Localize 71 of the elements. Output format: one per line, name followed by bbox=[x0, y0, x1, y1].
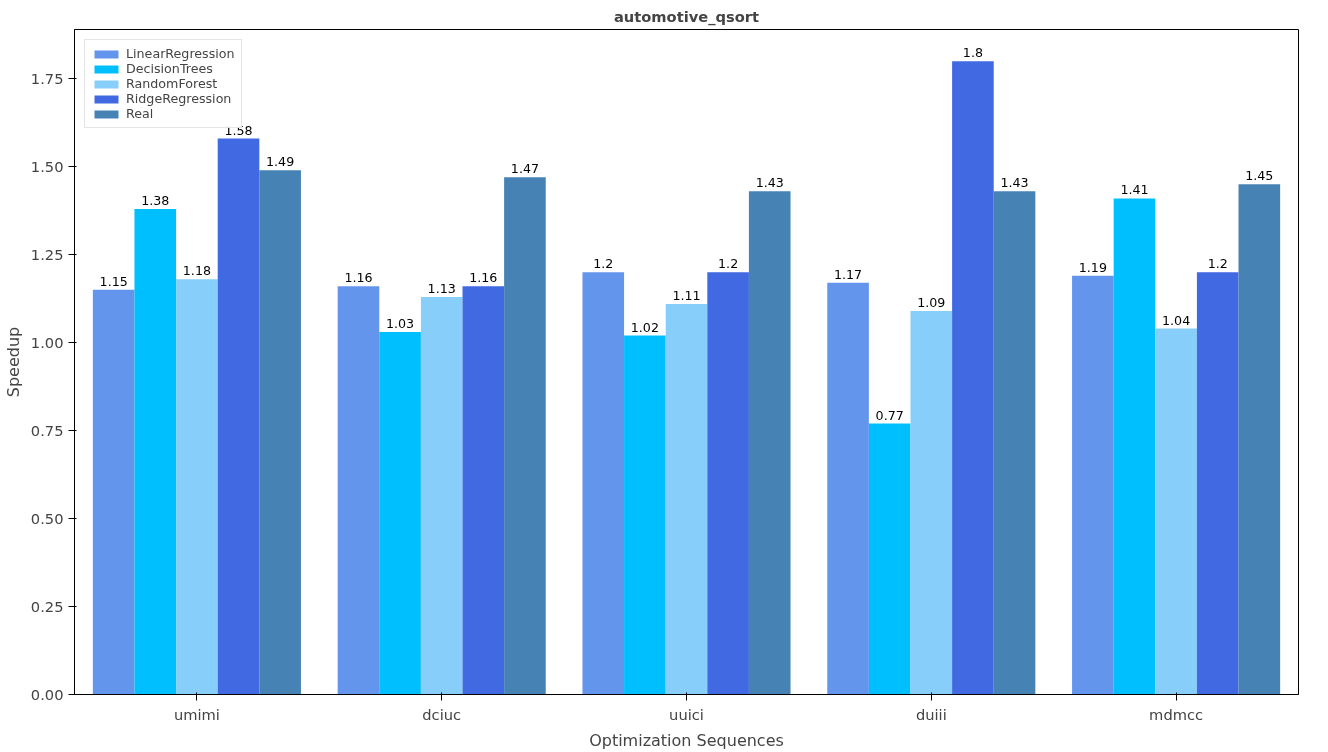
bar bbox=[827, 282, 869, 695]
data-label: 1.43 bbox=[1000, 175, 1029, 191]
legend-label: RandomForest bbox=[126, 76, 218, 91]
bar bbox=[952, 61, 994, 695]
bar bbox=[1155, 328, 1197, 695]
data-label: 1.16 bbox=[469, 270, 498, 286]
data-label: 1.11 bbox=[672, 287, 701, 303]
data-label: 1.43 bbox=[755, 175, 784, 191]
bar bbox=[993, 191, 1036, 695]
data-label: 1.04 bbox=[1162, 312, 1191, 328]
x-tick-label: duiii bbox=[915, 705, 947, 723]
data-label: 0.77 bbox=[875, 407, 904, 423]
data-label: 1.18 bbox=[182, 263, 211, 279]
bar bbox=[910, 310, 953, 695]
bar bbox=[462, 286, 505, 695]
data-label: 1.2 bbox=[593, 256, 614, 272]
bar bbox=[868, 423, 911, 695]
bar bbox=[134, 208, 177, 695]
bar bbox=[582, 272, 625, 695]
data-label: 1.2 bbox=[718, 256, 739, 272]
y-tick-label: 1.25 bbox=[30, 245, 64, 263]
bar bbox=[748, 191, 791, 695]
data-label: 1.17 bbox=[833, 266, 863, 282]
chart-title: automotive_qsort bbox=[613, 7, 760, 26]
data-label: 1.13 bbox=[427, 280, 456, 296]
data-label: 1.15 bbox=[99, 273, 128, 289]
data-label: 1.49 bbox=[266, 154, 295, 170]
y-tick-label: 1.75 bbox=[30, 69, 64, 87]
bar bbox=[259, 170, 301, 695]
legend-label: RidgeRegression bbox=[126, 91, 232, 106]
bar bbox=[624, 335, 666, 695]
bar bbox=[92, 289, 135, 695]
y-tick-label: 0.25 bbox=[30, 597, 64, 615]
x-tick-label: dciuc bbox=[422, 705, 462, 723]
data-label: 1.19 bbox=[1078, 259, 1107, 275]
bar bbox=[420, 296, 463, 695]
bar bbox=[1113, 198, 1156, 695]
data-label: 1.16 bbox=[344, 270, 373, 286]
data-label: 1.41 bbox=[1120, 182, 1149, 198]
bar bbox=[176, 279, 218, 695]
data-label: 1.58 bbox=[224, 122, 253, 138]
y-axis-title: Speedup bbox=[3, 326, 23, 398]
data-label: 1.47 bbox=[510, 161, 540, 177]
y-tick-label: 0.50 bbox=[30, 509, 64, 527]
bar bbox=[217, 138, 260, 695]
bar bbox=[379, 332, 421, 695]
data-label: 1.02 bbox=[630, 319, 659, 335]
x-tick-label: umimi bbox=[173, 705, 220, 723]
data-label: 1.03 bbox=[385, 316, 415, 332]
data-label: 1.8 bbox=[962, 45, 983, 61]
y-tick-label: 0.75 bbox=[30, 421, 64, 439]
legend-label: LinearRegression bbox=[126, 46, 235, 61]
bar bbox=[504, 177, 546, 695]
data-label: 1.2 bbox=[1207, 256, 1228, 272]
data-label: 1.45 bbox=[1245, 168, 1274, 184]
bar bbox=[665, 303, 708, 695]
x-axis-title: Optimization Sequences bbox=[589, 730, 784, 750]
legend-label: Real bbox=[126, 106, 154, 121]
legend-label: DecisionTrees bbox=[126, 61, 213, 76]
bar bbox=[707, 272, 749, 695]
x-tick-label: mdmcc bbox=[1149, 705, 1204, 723]
bar bbox=[337, 286, 380, 695]
bar bbox=[1238, 184, 1281, 695]
bar bbox=[1196, 272, 1239, 695]
y-tick-label: 0.00 bbox=[30, 685, 64, 703]
data-label: 1.09 bbox=[917, 294, 946, 310]
data-label: 1.38 bbox=[141, 192, 170, 208]
bar bbox=[1072, 275, 1114, 695]
y-tick-label: 1.50 bbox=[30, 157, 64, 175]
x-tick-label: uuici bbox=[669, 705, 704, 723]
y-tick-label: 1.00 bbox=[30, 333, 64, 351]
